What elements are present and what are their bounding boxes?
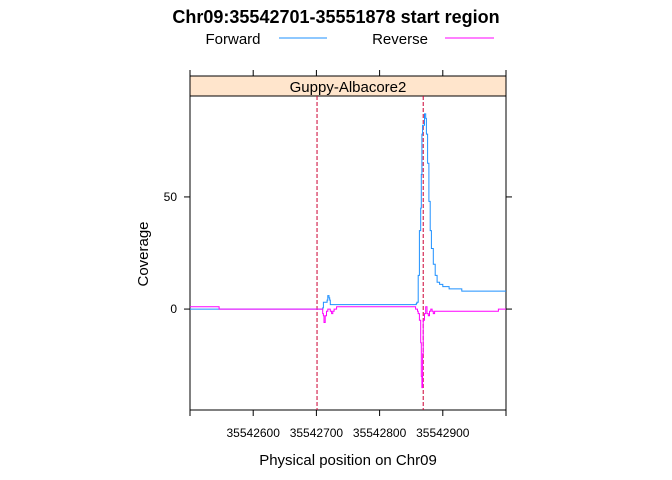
x-tick-label: 35542800: [353, 426, 407, 440]
legend: Forward Reverse: [205, 31, 494, 48]
x-tick-label: 35542700: [290, 426, 344, 440]
strip-label: Guppy-Albacore2: [290, 79, 407, 96]
ticks-layer: 35542600 35542700 35542800 35542900 0 50: [164, 70, 512, 440]
y-axis-label: Coverage: [135, 221, 152, 286]
chart-title: Chr09:35542701-35551878 start region: [172, 7, 499, 27]
series-line-forward: [190, 113, 506, 310]
series-layer: [190, 113, 506, 389]
plot-frame: [189, 95, 507, 411]
reference-lines: [316, 96, 424, 410]
x-tick-label: 35542600: [227, 426, 281, 440]
y-tick-label: 0: [170, 302, 177, 316]
y-tick-label: 50: [164, 190, 178, 204]
legend-label-reverse: Reverse: [372, 31, 428, 48]
legend-label-forward: Forward: [205, 31, 260, 48]
x-tick-label: 35542900: [416, 426, 470, 440]
series-line-reverse: [190, 306, 506, 389]
x-axis-label: Physical position on Chr09: [259, 452, 437, 469]
panel-strip: Guppy-Albacore2: [189, 75, 507, 97]
